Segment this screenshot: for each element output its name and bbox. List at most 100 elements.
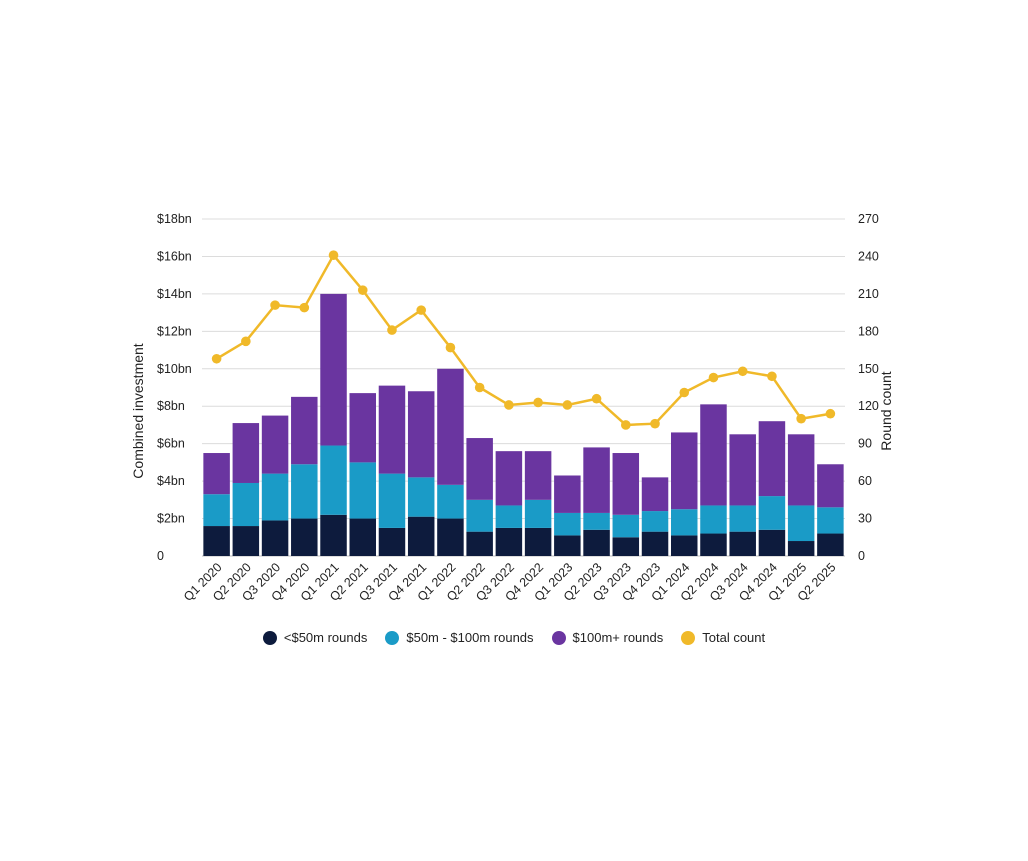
bar-segment-mid: [291, 464, 318, 519]
y-axis-left: 0 $2bn $4bn $6bn $8bn $10bn $12bn $14bn $16bn $18…: [157, 212, 192, 563]
total-count-point: [562, 400, 573, 410]
total-count-point: [474, 382, 485, 393]
bar-segment-large: [817, 464, 844, 508]
bar-segment-small: [261, 520, 289, 556]
bar-segment-small: [758, 529, 786, 556]
total-count-point: [241, 336, 251, 347]
bar-segment-small: [232, 526, 260, 556]
bar-segment-mid: [524, 499, 552, 528]
bar-segment-small: [554, 535, 581, 556]
total-count-point: [825, 408, 836, 419]
bar-segment-large: [437, 368, 464, 485]
legend-label: $50m - $100m rounds: [406, 630, 534, 645]
legend: <$50m rounds $50m - $100m rounds $100m+ ro…: [0, 630, 1028, 645]
total-count-point: [445, 342, 456, 353]
bar-segment-large: [524, 451, 552, 500]
total-count-point: [591, 393, 602, 404]
legend-item: $50m - $100m rounds: [385, 630, 534, 645]
bar-segment-large: [203, 453, 230, 495]
total-count-point: [796, 413, 806, 424]
bar-segment-small: [583, 529, 610, 556]
bar-segment-large: [291, 396, 318, 465]
bar-segment-mid: [787, 505, 815, 542]
legend-item: <$50m rounds: [262, 630, 368, 645]
total-count-point: [679, 387, 690, 398]
bar-segment-small: [203, 526, 230, 556]
y2-tick-label: 90: [858, 437, 872, 451]
bar-segment-small: [700, 533, 727, 556]
bar-segment-mid: [261, 473, 289, 521]
bar-segment-large: [349, 393, 376, 463]
legend-label: $100m+ rounds: [572, 630, 664, 645]
bar-segment-mid: [554, 512, 581, 536]
y-tick-label: $2bn: [157, 512, 185, 526]
y2-tick-label: 150: [858, 362, 879, 376]
legend-swatch: [385, 630, 400, 645]
bar-segment-small: [291, 518, 318, 556]
bar-segment-large: [612, 453, 640, 515]
legend-label: Total count: [702, 630, 766, 645]
y2-tick-label: 0: [858, 549, 865, 563]
bar-segment-large: [495, 451, 523, 506]
y-axis-title: Combined investment: [130, 343, 146, 479]
bar-segment-large: [554, 475, 581, 513]
bar-segment-small: [437, 518, 464, 556]
bar-segment-large: [729, 434, 756, 506]
total-count-point: [211, 353, 222, 364]
y-tick-label: 0: [157, 549, 164, 563]
total-count-point: [416, 305, 427, 315]
bar-segment-small: [787, 541, 815, 556]
total-count-point: [357, 285, 368, 295]
total-count-point: [533, 397, 543, 408]
bar-segment-mid: [700, 505, 727, 534]
bar-segment-small: [407, 516, 435, 556]
legend-label: <$50m rounds: [283, 630, 368, 645]
bar-segment-small: [612, 537, 640, 556]
bar-segment-small: [817, 533, 844, 556]
legend-swatch: [681, 630, 696, 645]
bar-segment-small: [729, 531, 756, 556]
bar-segment-mid: [203, 494, 230, 527]
bar-segment-mid: [407, 477, 435, 517]
y2-tick-label: 120: [858, 399, 879, 413]
total-count-point: [620, 420, 631, 430]
bar-segment-large: [232, 423, 260, 483]
bar-segment-small: [378, 527, 406, 556]
bar-segment-mid: [349, 462, 376, 519]
bar-segment-mid: [495, 505, 523, 528]
legend-swatch: [262, 630, 277, 645]
bar-segment-mid: [466, 499, 493, 532]
y2-tick-label: 210: [858, 287, 879, 301]
bar-segment-mid: [758, 496, 786, 530]
y2-tick-label: 30: [858, 512, 872, 526]
bar-segment-mid: [232, 482, 260, 527]
total-count-point: [650, 418, 660, 429]
bar-segment-large: [671, 432, 698, 510]
y-tick-label: $14bn: [157, 287, 192, 301]
bar-segment-large: [407, 391, 435, 478]
bar-segment-large: [378, 385, 406, 474]
bar-segment-large: [700, 404, 727, 506]
bar-segment-large: [641, 477, 669, 512]
bar-segment-small: [671, 535, 698, 556]
total-count-point: [504, 400, 514, 410]
total-count-line: [211, 250, 836, 430]
bar-segment-small: [524, 527, 552, 556]
y-tick-label: $18bn: [157, 212, 192, 226]
y2-tick-label: 60: [858, 474, 872, 488]
bars: [203, 293, 844, 556]
total-count-polyline: [215, 253, 831, 427]
y2-tick-label: 180: [858, 324, 879, 338]
bar-segment-mid: [437, 484, 464, 519]
y-tick-label: $16bn: [157, 249, 192, 263]
total-count-point: [328, 250, 339, 260]
total-count-point: [767, 371, 777, 382]
y-tick-label: $4bn: [157, 474, 185, 488]
bar-segment-small: [641, 531, 669, 556]
bar-segment-mid: [612, 514, 640, 538]
bar-segment-mid: [729, 505, 756, 532]
y-tick-label: $6bn: [157, 437, 185, 451]
legend-item: Total count: [681, 630, 765, 645]
